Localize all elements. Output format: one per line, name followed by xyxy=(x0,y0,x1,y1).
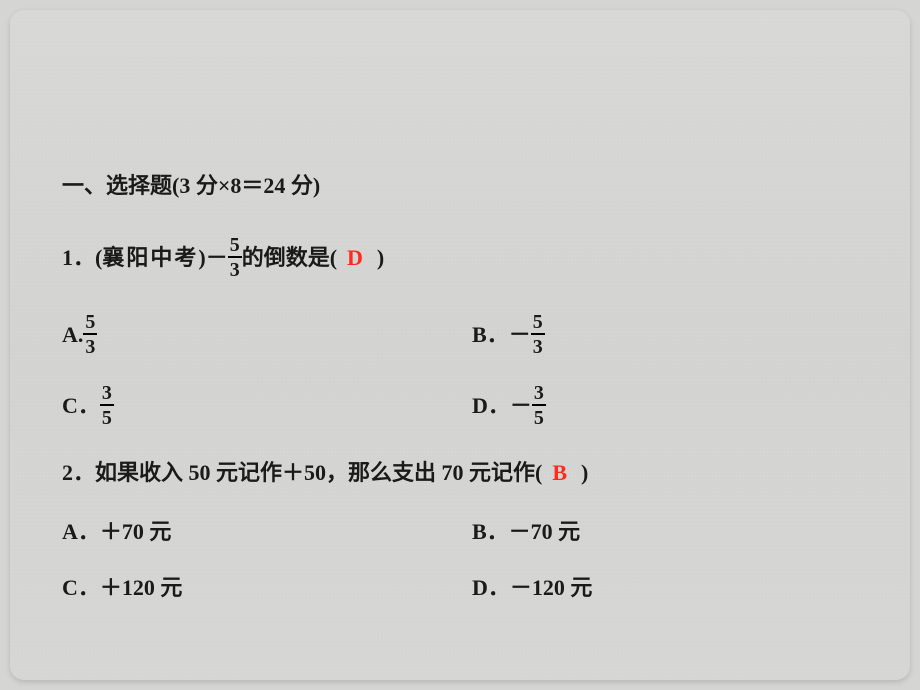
option-label: C． xyxy=(62,395,100,417)
q1-minus: － xyxy=(206,247,228,269)
frac-den: 3 xyxy=(83,337,97,357)
content-area: 一、选择题 (3 分×8＝24 分) 1． ( 襄阳中考 ) － 5 3 的倒数… xyxy=(62,175,882,602)
q1-options-row2: C． 3 5 D． － 3 5 xyxy=(62,383,882,428)
q1-a-fraction: 5 3 xyxy=(83,312,97,357)
option-label: D． xyxy=(472,395,510,417)
option-text: A．＋70 元 xyxy=(62,519,171,544)
q1-option-a: A. 5 3 xyxy=(62,312,472,357)
q1-answer: D xyxy=(347,247,363,269)
q2-options-row1: A．＋70 元 B．－70 元 xyxy=(62,514,882,546)
q1-d-fraction: 3 5 xyxy=(532,383,546,428)
q1-option-b: B． － 5 3 xyxy=(472,312,882,357)
q1-stem: 1． ( 襄阳中考 ) － 5 3 的倒数是( D ) xyxy=(62,235,882,280)
frac-den: 5 xyxy=(100,408,114,428)
fraction-bar xyxy=(531,333,545,335)
frac-num: 5 xyxy=(531,312,545,332)
slide-page: 一、选择题 (3 分×8＝24 分) 1． ( 襄阳中考 ) － 5 3 的倒数… xyxy=(10,10,910,680)
q1-source-close: ) xyxy=(198,247,205,269)
q1-number: 1． xyxy=(62,247,95,269)
fraction-bar xyxy=(83,333,97,335)
q2-option-a: A．＋70 元 xyxy=(62,514,472,546)
fraction-bar xyxy=(228,256,242,258)
frac-den: 3 xyxy=(531,337,545,357)
q2-option-d: D．－120 元 xyxy=(472,570,882,602)
option-sign: － xyxy=(509,324,531,346)
section-scoring: (3 分×8＝24 分) xyxy=(172,175,320,197)
q2-close: ) xyxy=(581,462,588,484)
q2-answer: B xyxy=(552,462,567,484)
q1-tail: 的倒数是( xyxy=(242,247,337,269)
q2-number: 2． xyxy=(62,462,95,484)
q2-options-row2: C．＋120 元 D．－120 元 xyxy=(62,570,882,602)
fraction-bar xyxy=(100,404,114,406)
option-text: B．－70 元 xyxy=(472,519,580,544)
q1-b-fraction: 5 3 xyxy=(531,312,545,357)
option-sign: － xyxy=(510,395,532,417)
q2-option-b: B．－70 元 xyxy=(472,514,882,546)
q1-frac-num: 5 xyxy=(228,235,242,255)
frac-num: 5 xyxy=(83,312,97,332)
q1-option-d: D． － 3 5 xyxy=(472,383,882,428)
q2-option-c: C．＋120 元 xyxy=(62,570,472,602)
option-text: D．－120 元 xyxy=(472,575,592,600)
q1-source: 襄阳中考 xyxy=(102,247,198,269)
option-text: C．＋120 元 xyxy=(62,575,182,600)
option-label: B． xyxy=(472,324,509,346)
q1-close: ) xyxy=(377,247,384,269)
q1-fraction: 5 3 xyxy=(228,235,242,280)
option-label: A. xyxy=(62,324,83,346)
frac-num: 3 xyxy=(532,383,546,403)
q1-options-row1: A. 5 3 B． － 5 3 xyxy=(62,312,882,357)
q1-option-c: C． 3 5 xyxy=(62,383,472,428)
section-label: 一、选择题 xyxy=(62,175,172,197)
section-header: 一、选择题 (3 分×8＝24 分) xyxy=(62,175,882,197)
fraction-bar xyxy=(532,404,546,406)
frac-den: 5 xyxy=(532,408,546,428)
q1-frac-den: 3 xyxy=(228,260,242,280)
q1-c-fraction: 3 5 xyxy=(100,383,114,428)
q2-stem: 2． 如果收入 50 元记作＋50，那么支出 70 元记作( B ) xyxy=(62,462,882,484)
frac-num: 3 xyxy=(100,383,114,403)
q2-stem-text: 如果收入 50 元记作＋50，那么支出 70 元记作( xyxy=(95,462,542,484)
